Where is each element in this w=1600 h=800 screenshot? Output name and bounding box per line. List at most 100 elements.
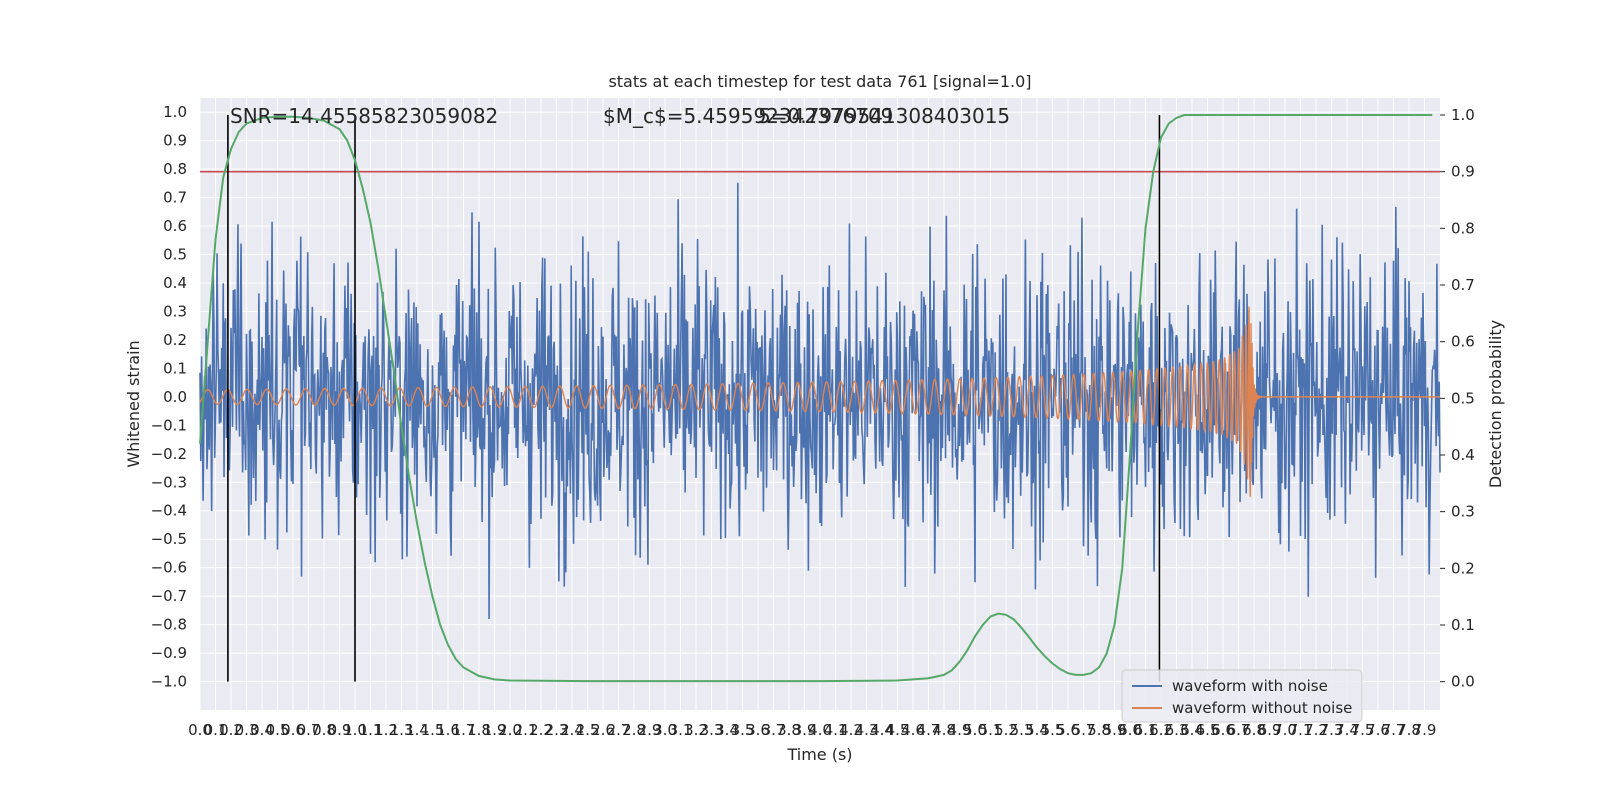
x-tick-label-67: 6.7 (1227, 721, 1251, 739)
x-tick-label-10: 1.0 (343, 721, 367, 739)
x-tick-label-20: 2.0 (498, 721, 522, 739)
x-tick-label-69: 6.9 (1258, 721, 1282, 739)
x-tick-label-63: 6.3 (1165, 721, 1189, 739)
y-tick-label-9: −0.1 (151, 416, 187, 434)
x-tick-label-44: 4.4 (870, 721, 894, 739)
x-tick-label-22: 2.2 (529, 721, 553, 739)
x-tick-label-45: 4.5 (886, 721, 910, 739)
x-tick-label-75: 7.5 (1351, 721, 1375, 739)
x-tick-label-42: 4.2 (839, 721, 863, 739)
x-tick-label-14: 1.4 (405, 721, 429, 739)
y2-tick-label-1: 0.1 (1451, 616, 1475, 634)
x-tick-label-21: 2.1 (514, 721, 538, 739)
x-tick-label-27: 2.7 (607, 721, 631, 739)
y-tick-label-10: 0.0 (163, 388, 187, 406)
x-tick-label-66: 6.6 (1211, 721, 1235, 739)
x-tick-label-15: 1.5 (421, 721, 445, 739)
y2-axis-label: Detection probability (1486, 320, 1505, 488)
x-tick-label-65: 6.5 (1196, 721, 1220, 739)
x-tick-label-57: 5.7 (1072, 721, 1096, 739)
x-tick-label-48: 4.8 (932, 721, 956, 739)
x-tick-label-79: 7.9 (1413, 721, 1437, 739)
x-tick-label-52: 5.2 (994, 721, 1018, 739)
x-tick-label-70: 7.0 (1273, 721, 1297, 739)
x-tick-label-54: 5.4 (1025, 721, 1049, 739)
y-tick-label-19: 0.9 (163, 132, 187, 150)
x-tick-label-59: 5.9 (1103, 721, 1127, 739)
x-tick-label-41: 4.1 (824, 721, 848, 739)
x-tick-label-4: 0.4 (250, 721, 274, 739)
x-tick-label-7: 0.7 (297, 721, 321, 739)
y2-tick-label-5: 0.5 (1451, 389, 1475, 407)
x-tick-label-32: 3.2 (684, 721, 708, 739)
x-tick-label-58: 5.8 (1087, 721, 1111, 739)
y-tick-label-3: −0.7 (151, 587, 187, 605)
x-tick-label-13: 1.3 (390, 721, 414, 739)
x-tick-label-43: 4.3 (855, 721, 879, 739)
x-tick-label-47: 4.7 (917, 721, 941, 739)
x-tick-label-76: 7.6 (1366, 721, 1390, 739)
legend-label-clean: waveform without noise (1172, 699, 1352, 717)
y-tick-label-17: 0.7 (163, 189, 187, 207)
x-tick-label-34: 3.4 (715, 721, 739, 739)
x-tick-label-31: 3.1 (669, 721, 693, 739)
y2-tick-labels: 0.0 0.1 0.2 0.3 0.4 0.5 0.6 0.7 0.8 0.9 1.0 (1440, 106, 1475, 691)
y-tick-label-15: 0.5 (163, 246, 187, 264)
x-tick-label-35: 3.5 (731, 721, 755, 739)
x-tick-label-37: 3.7 (762, 721, 786, 739)
y2-tick-label-10: 1.0 (1451, 106, 1475, 124)
y-tick-label-1: −0.9 (151, 644, 187, 662)
x-tick-label-74: 7.4 (1335, 721, 1359, 739)
x-tick-label-0: 0.0 (188, 721, 212, 739)
x-tick-label-39: 3.9 (793, 721, 817, 739)
x-tick-label-2: 0.2 (219, 721, 243, 739)
x-tick-label-73: 7.3 (1320, 721, 1344, 739)
overlay-lines (200, 115, 1440, 682)
x-tick-label-50: 5.0 (963, 721, 987, 739)
x-tick-label-9: 0.9 (328, 721, 352, 739)
x-tick-label-78: 7.8 (1397, 721, 1421, 739)
y-tick-labels: −1.0 −0.9 −0.8 −0.7 −0.6 −0.5 −0.4 −0.3 −0.2 −0.1… (151, 103, 187, 690)
x-tick-label-24: 2.4 (560, 721, 584, 739)
x-tick-label-11: 1.1 (359, 721, 383, 739)
y-tick-label-7: −0.3 (151, 473, 187, 491)
x-tick-label-71: 7.1 (1289, 721, 1313, 739)
y2-tick-label-7: 0.7 (1451, 276, 1475, 294)
x-tick-label-23: 2.3 (545, 721, 569, 739)
x-tick-label-3: 0.3 (235, 721, 259, 739)
x-tick-label-33: 3.3 (700, 721, 724, 739)
x-axis-label: Time (s) (786, 745, 852, 764)
x-tick-label-5: 0.5 (266, 721, 290, 739)
y-tick-label-6: −0.4 (151, 502, 187, 520)
y2-tick-label-2: 0.2 (1451, 559, 1475, 577)
x-tick-label-56: 5.6 (1056, 721, 1080, 739)
x-tick-label-25: 2.5 (576, 721, 600, 739)
line-waveform-without-noise (199, 306, 1440, 497)
x-tick-label-16: 1.6 (436, 721, 460, 739)
y2-tick-label-0: 0.0 (1451, 673, 1475, 691)
chart-title: stats at each timestep for test data 761… (608, 72, 1031, 91)
legend-box (1121, 669, 1363, 723)
y2-tick-label-3: 0.3 (1451, 503, 1475, 521)
y2-tick-label-4: 0.4 (1451, 446, 1475, 464)
x-tick-label-26: 2.6 (591, 721, 615, 739)
x-tick-label-62: 6.2 (1149, 721, 1173, 739)
x-tick-label-55: 5.5 (1041, 721, 1065, 739)
x-tick-label-49: 4.9 (948, 721, 972, 739)
x-tick-label-6: 0.6 (281, 721, 305, 739)
x-tick-label-12: 1.2 (374, 721, 398, 739)
x-tick-label-30: 3.0 (653, 721, 677, 739)
snr-annotation: SNR=14.45585823059082 (230, 104, 498, 128)
y-tick-label-0: −1.0 (151, 673, 187, 691)
mc-overlap-annotation: 5=0.7979541308403015 (758, 104, 1010, 128)
probability-series (199, 114, 1433, 683)
x-tick-label-19: 1.9 (483, 721, 507, 739)
mc-annotation: $M_c$=5.459592342376709 (603, 104, 893, 128)
x-tick-label-51: 5.1 (979, 721, 1003, 739)
line-detection-probability (199, 114, 1433, 683)
x-tick-label-53: 5.3 (1010, 721, 1034, 739)
x-tick-label-8: 0.8 (312, 721, 336, 739)
x-tick-label-68: 6.8 (1242, 721, 1266, 739)
y-tick-label-12: 0.2 (163, 331, 187, 349)
